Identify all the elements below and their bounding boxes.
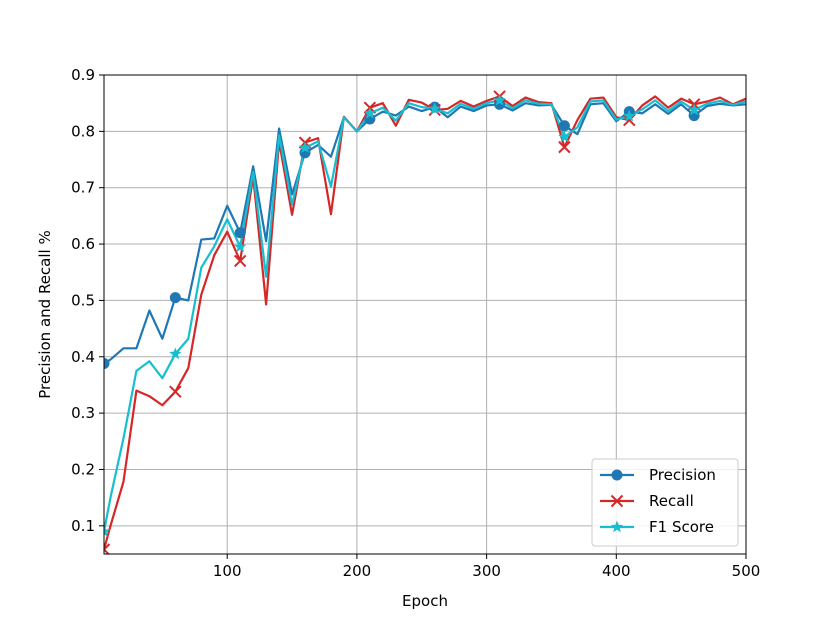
legend-label-precision: Precision <box>649 466 716 484</box>
f1-score-point <box>234 240 247 253</box>
y-tick-label: 0.4 <box>71 348 95 366</box>
precision-point <box>104 358 110 370</box>
precision-point <box>234 227 246 239</box>
y-tick-label: 0.8 <box>71 122 95 140</box>
recall-point <box>169 385 182 398</box>
plot-area <box>104 90 746 554</box>
precision-point <box>558 120 570 132</box>
precision-point <box>169 292 181 304</box>
f1-score-point <box>687 103 701 116</box>
precision-line <box>104 102 746 365</box>
f1-score-point <box>298 141 312 153</box>
recall-point <box>623 113 636 127</box>
f1-score-point <box>623 109 636 122</box>
x-tick-label: 200 <box>343 562 372 580</box>
x-tick-label: 400 <box>602 562 631 580</box>
legend-label-recall: Recall <box>649 492 694 510</box>
f1-score-line <box>104 99 746 532</box>
y-tick-label: 0.6 <box>71 235 95 253</box>
y-axis-label: Precision and Recall % <box>36 230 54 398</box>
legend-box <box>591 458 739 547</box>
y-tick-label: 0.9 <box>71 66 95 84</box>
legend-label-f1-score: F1 Score <box>649 518 714 536</box>
x-tick-label: 300 <box>472 562 501 580</box>
recall-point <box>104 543 111 554</box>
y-tick-label: 0.5 <box>71 291 95 309</box>
x-tick-label: 500 <box>732 562 761 580</box>
legend: Precision Recall F1 Score <box>591 458 739 547</box>
y-tick-label: 0.1 <box>71 517 95 535</box>
legend-marker-f1-score <box>610 520 624 533</box>
f1-score-point <box>558 130 571 143</box>
recall-point <box>558 140 571 154</box>
ticks: 100 200 300 400 500 0.1 0.2 0.3 0.4 0.5 0.6 0.7 0.8 0… <box>71 66 760 580</box>
x-axis-label: Epoch <box>402 592 448 610</box>
plot-frame <box>103 74 747 555</box>
legend-marker-precision <box>611 469 623 481</box>
recall-line <box>104 95 746 550</box>
x-tick-label: 100 <box>213 562 242 580</box>
legend-marker-recall <box>610 494 624 508</box>
f1-score-point <box>428 102 441 115</box>
recall-point <box>233 254 247 268</box>
f1-score-point <box>493 93 506 106</box>
y-tick-label: 0.7 <box>71 179 95 197</box>
y-tick-label: 0.3 <box>71 404 95 422</box>
f1-score-point <box>363 106 377 119</box>
f1-score-point <box>169 347 182 360</box>
y-tick-label: 0.2 <box>71 460 95 478</box>
f1-score-point <box>104 524 111 537</box>
